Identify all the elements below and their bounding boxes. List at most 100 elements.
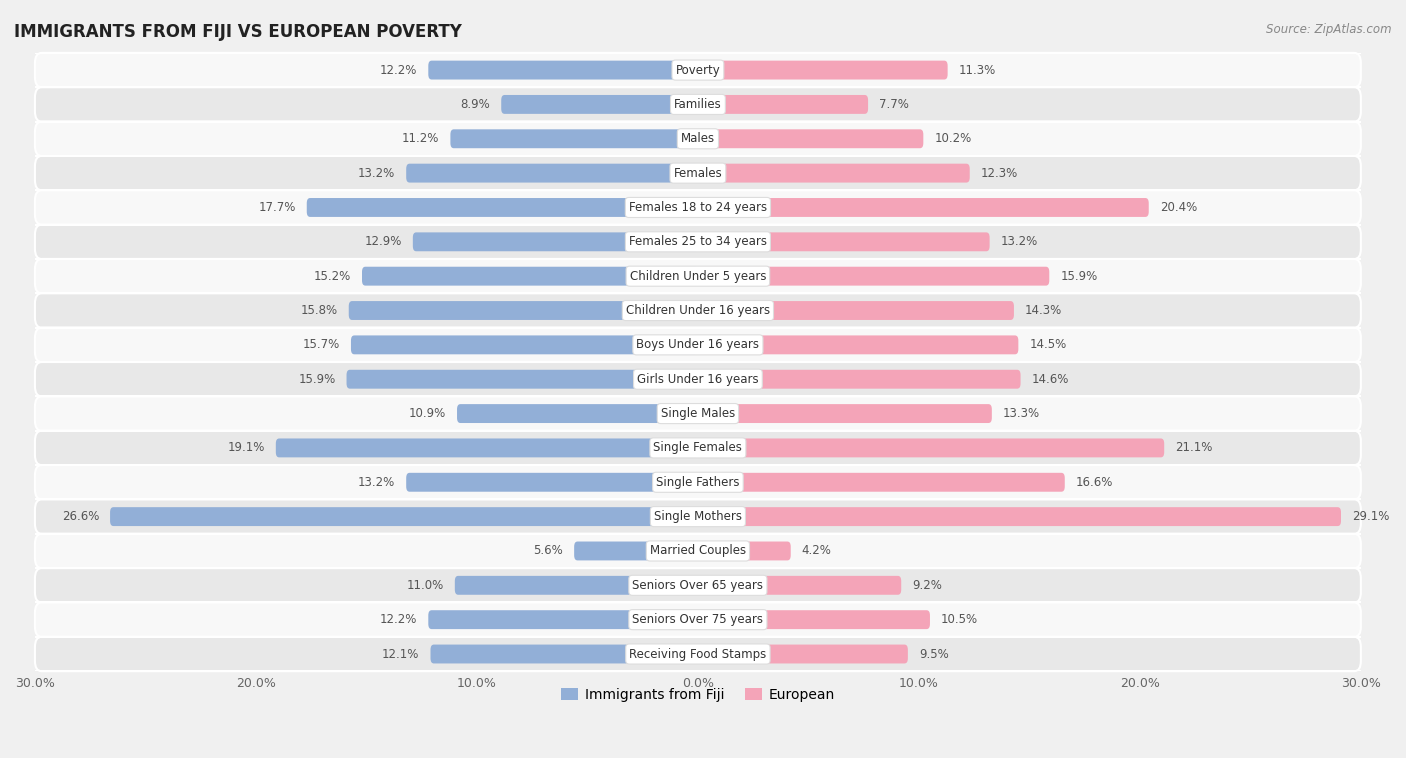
- Text: 10.9%: 10.9%: [409, 407, 446, 420]
- Text: 12.3%: 12.3%: [981, 167, 1018, 180]
- FancyBboxPatch shape: [35, 396, 1361, 431]
- Text: 15.7%: 15.7%: [302, 338, 340, 352]
- Text: 9.2%: 9.2%: [912, 579, 942, 592]
- FancyBboxPatch shape: [697, 370, 1021, 389]
- FancyBboxPatch shape: [307, 198, 697, 217]
- Text: Females 18 to 24 years: Females 18 to 24 years: [628, 201, 768, 214]
- Text: 11.3%: 11.3%: [959, 64, 995, 77]
- Text: Single Fathers: Single Fathers: [657, 476, 740, 489]
- Text: Single Mothers: Single Mothers: [654, 510, 742, 523]
- FancyBboxPatch shape: [697, 473, 1064, 492]
- Text: 7.7%: 7.7%: [879, 98, 910, 111]
- FancyBboxPatch shape: [35, 465, 1361, 500]
- Text: 10.2%: 10.2%: [935, 133, 972, 146]
- Text: 15.9%: 15.9%: [298, 373, 336, 386]
- Text: 15.8%: 15.8%: [301, 304, 337, 317]
- FancyBboxPatch shape: [352, 336, 697, 354]
- Text: IMMIGRANTS FROM FIJI VS EUROPEAN POVERTY: IMMIGRANTS FROM FIJI VS EUROPEAN POVERTY: [14, 23, 463, 41]
- Text: 16.6%: 16.6%: [1076, 476, 1114, 489]
- FancyBboxPatch shape: [35, 500, 1361, 534]
- FancyBboxPatch shape: [35, 327, 1361, 362]
- Text: Married Couples: Married Couples: [650, 544, 747, 557]
- Text: 17.7%: 17.7%: [259, 201, 295, 214]
- FancyBboxPatch shape: [429, 61, 697, 80]
- Text: 13.2%: 13.2%: [359, 167, 395, 180]
- Text: 13.2%: 13.2%: [359, 476, 395, 489]
- Text: 5.6%: 5.6%: [533, 544, 564, 557]
- Text: 13.2%: 13.2%: [1001, 235, 1038, 249]
- Text: 14.6%: 14.6%: [1032, 373, 1069, 386]
- Text: Seniors Over 65 years: Seniors Over 65 years: [633, 579, 763, 592]
- FancyBboxPatch shape: [35, 603, 1361, 637]
- FancyBboxPatch shape: [346, 370, 697, 389]
- FancyBboxPatch shape: [697, 404, 991, 423]
- FancyBboxPatch shape: [697, 233, 990, 251]
- FancyBboxPatch shape: [35, 87, 1361, 121]
- Text: 15.2%: 15.2%: [314, 270, 352, 283]
- FancyBboxPatch shape: [35, 362, 1361, 396]
- Text: Single Females: Single Females: [654, 441, 742, 454]
- FancyBboxPatch shape: [361, 267, 697, 286]
- Text: Children Under 16 years: Children Under 16 years: [626, 304, 770, 317]
- Text: 12.2%: 12.2%: [380, 64, 418, 77]
- Text: Females 25 to 34 years: Females 25 to 34 years: [628, 235, 766, 249]
- FancyBboxPatch shape: [35, 121, 1361, 156]
- FancyBboxPatch shape: [697, 576, 901, 595]
- FancyBboxPatch shape: [35, 637, 1361, 671]
- Text: 12.9%: 12.9%: [364, 235, 402, 249]
- Text: Single Males: Single Males: [661, 407, 735, 420]
- FancyBboxPatch shape: [697, 301, 1014, 320]
- FancyBboxPatch shape: [110, 507, 697, 526]
- FancyBboxPatch shape: [697, 336, 1018, 354]
- Text: 12.1%: 12.1%: [382, 647, 419, 660]
- FancyBboxPatch shape: [697, 438, 1164, 457]
- FancyBboxPatch shape: [413, 233, 697, 251]
- Legend: Immigrants from Fiji, European: Immigrants from Fiji, European: [555, 682, 841, 707]
- FancyBboxPatch shape: [697, 541, 790, 560]
- FancyBboxPatch shape: [697, 130, 924, 149]
- Text: 10.5%: 10.5%: [941, 613, 979, 626]
- Text: Receiving Food Stamps: Receiving Food Stamps: [630, 647, 766, 660]
- Text: 29.1%: 29.1%: [1353, 510, 1389, 523]
- FancyBboxPatch shape: [276, 438, 697, 457]
- Text: 15.9%: 15.9%: [1060, 270, 1098, 283]
- Text: 9.5%: 9.5%: [920, 647, 949, 660]
- FancyBboxPatch shape: [697, 164, 970, 183]
- FancyBboxPatch shape: [35, 53, 1361, 87]
- FancyBboxPatch shape: [697, 507, 1341, 526]
- FancyBboxPatch shape: [429, 610, 697, 629]
- FancyBboxPatch shape: [35, 224, 1361, 259]
- FancyBboxPatch shape: [697, 644, 908, 663]
- Text: 12.2%: 12.2%: [380, 613, 418, 626]
- Text: Females: Females: [673, 167, 723, 180]
- Text: 26.6%: 26.6%: [62, 510, 98, 523]
- Text: 11.0%: 11.0%: [406, 579, 444, 592]
- Text: 14.3%: 14.3%: [1025, 304, 1062, 317]
- Text: Boys Under 16 years: Boys Under 16 years: [637, 338, 759, 352]
- FancyBboxPatch shape: [697, 267, 1049, 286]
- FancyBboxPatch shape: [697, 610, 929, 629]
- Text: Girls Under 16 years: Girls Under 16 years: [637, 373, 759, 386]
- FancyBboxPatch shape: [697, 95, 868, 114]
- FancyBboxPatch shape: [35, 156, 1361, 190]
- Text: 20.4%: 20.4%: [1160, 201, 1197, 214]
- Text: 21.1%: 21.1%: [1175, 441, 1212, 454]
- FancyBboxPatch shape: [35, 293, 1361, 327]
- Text: Source: ZipAtlas.com: Source: ZipAtlas.com: [1267, 23, 1392, 36]
- FancyBboxPatch shape: [574, 541, 697, 560]
- FancyBboxPatch shape: [349, 301, 697, 320]
- Text: Males: Males: [681, 133, 716, 146]
- FancyBboxPatch shape: [35, 431, 1361, 465]
- FancyBboxPatch shape: [406, 164, 697, 183]
- FancyBboxPatch shape: [697, 198, 1149, 217]
- FancyBboxPatch shape: [454, 576, 697, 595]
- Text: Seniors Over 75 years: Seniors Over 75 years: [633, 613, 763, 626]
- FancyBboxPatch shape: [697, 61, 948, 80]
- FancyBboxPatch shape: [35, 190, 1361, 224]
- Text: 4.2%: 4.2%: [801, 544, 832, 557]
- Text: Children Under 5 years: Children Under 5 years: [630, 270, 766, 283]
- FancyBboxPatch shape: [35, 259, 1361, 293]
- FancyBboxPatch shape: [430, 644, 697, 663]
- Text: 19.1%: 19.1%: [228, 441, 264, 454]
- FancyBboxPatch shape: [35, 568, 1361, 603]
